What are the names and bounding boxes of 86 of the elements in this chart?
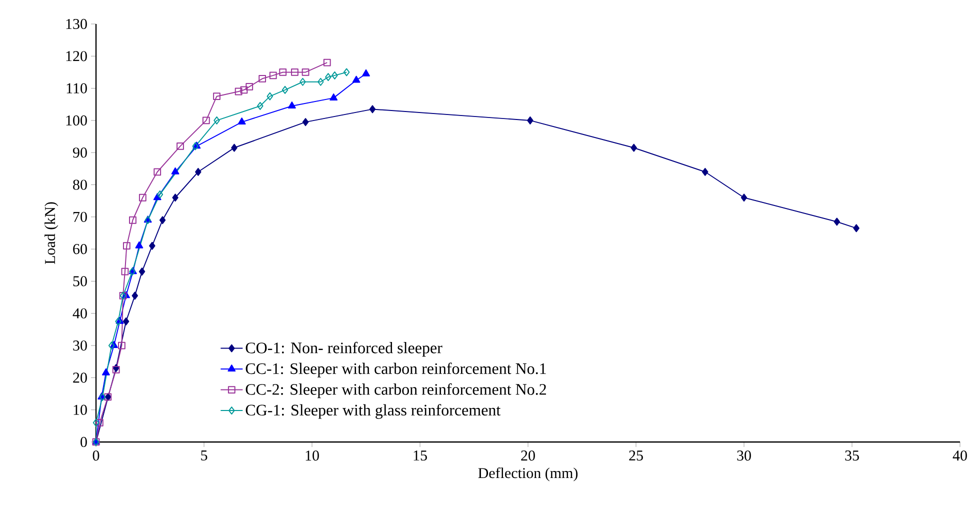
point	[343, 68, 350, 76]
point	[238, 118, 246, 125]
point	[834, 218, 840, 226]
x-tick-label: 20	[521, 450, 535, 461]
point	[129, 216, 136, 224]
point	[172, 194, 178, 202]
point	[195, 168, 202, 176]
legend-label: CO-1: Non- reinforced sleeper	[246, 342, 442, 357]
point	[154, 168, 162, 176]
point	[132, 292, 138, 300]
point	[214, 116, 220, 124]
point	[302, 68, 310, 76]
x-tick-label: 15	[414, 450, 427, 461]
point	[362, 69, 370, 76]
point	[302, 118, 309, 126]
y-tick-label: 50	[73, 276, 87, 286]
point	[266, 92, 274, 100]
point	[702, 168, 708, 176]
point	[213, 92, 220, 100]
point	[92, 418, 100, 427]
point	[269, 72, 277, 80]
point	[122, 317, 130, 326]
point	[96, 418, 104, 426]
x-tick-label: 40	[952, 450, 967, 461]
point	[176, 142, 184, 150]
point	[135, 241, 144, 248]
point	[323, 58, 331, 66]
y-tick-label: 30	[73, 340, 87, 351]
x-tick-label: 25	[629, 450, 643, 461]
point	[279, 68, 287, 76]
point	[118, 342, 126, 350]
x-tick-label: 10	[306, 450, 319, 461]
y-tick-label: 130	[66, 18, 87, 30]
legend-label: CC-1: Sleeper with carbon reinforcement No.1	[246, 362, 546, 378]
point	[369, 105, 376, 114]
point	[149, 242, 156, 250]
y-tick-label: 80	[73, 180, 87, 190]
y-tick-label: 90	[72, 148, 87, 158]
point	[282, 86, 288, 94]
point	[202, 116, 210, 124]
point	[192, 142, 198, 150]
point	[330, 93, 338, 100]
y-tick-label: 10	[74, 404, 87, 415]
point	[291, 68, 298, 76]
point	[138, 194, 146, 202]
x-axis-title: Deflection (mm)	[478, 467, 578, 482]
point	[138, 268, 146, 276]
y-tick-label: 0	[80, 436, 87, 448]
legend-label: CG-1: Sleeper with glass reinforcement	[246, 404, 501, 419]
point	[332, 71, 338, 80]
x-tick-label: 5	[201, 450, 208, 460]
point	[231, 144, 238, 152]
point	[352, 76, 360, 83]
point	[853, 224, 860, 232]
point	[121, 268, 129, 276]
point	[159, 216, 166, 224]
legend-label: CC-2: Sleeper with carbon reinforcement No.2	[246, 383, 546, 398]
point	[102, 368, 110, 376]
y-tick-label: 100	[66, 115, 87, 126]
point	[257, 102, 264, 110]
y-tick-label: 70	[73, 212, 87, 222]
point	[246, 82, 254, 90]
y-tick-label: 110	[66, 83, 87, 94]
y-tick-label: 40	[72, 308, 87, 318]
x-tick-label: 30	[737, 450, 751, 461]
point	[108, 342, 115, 350]
point	[325, 73, 332, 82]
point	[300, 78, 306, 86]
point	[122, 242, 130, 250]
point	[258, 74, 266, 82]
point	[288, 101, 296, 108]
point	[115, 317, 122, 326]
y-tick-label: 120	[66, 51, 87, 62]
point	[234, 88, 242, 96]
x-tick-label: 0	[92, 450, 100, 461]
y-tick-label: 20	[73, 372, 87, 383]
point	[630, 144, 637, 152]
y-tick-label: 60	[73, 244, 87, 254]
point	[318, 78, 324, 86]
point	[156, 190, 164, 198]
point	[740, 194, 748, 202]
point	[171, 167, 180, 174]
y-axis-title: Load (kN)	[44, 202, 58, 264]
point	[240, 86, 248, 94]
point	[527, 116, 534, 124]
x-tick-label: 35	[845, 450, 859, 461]
